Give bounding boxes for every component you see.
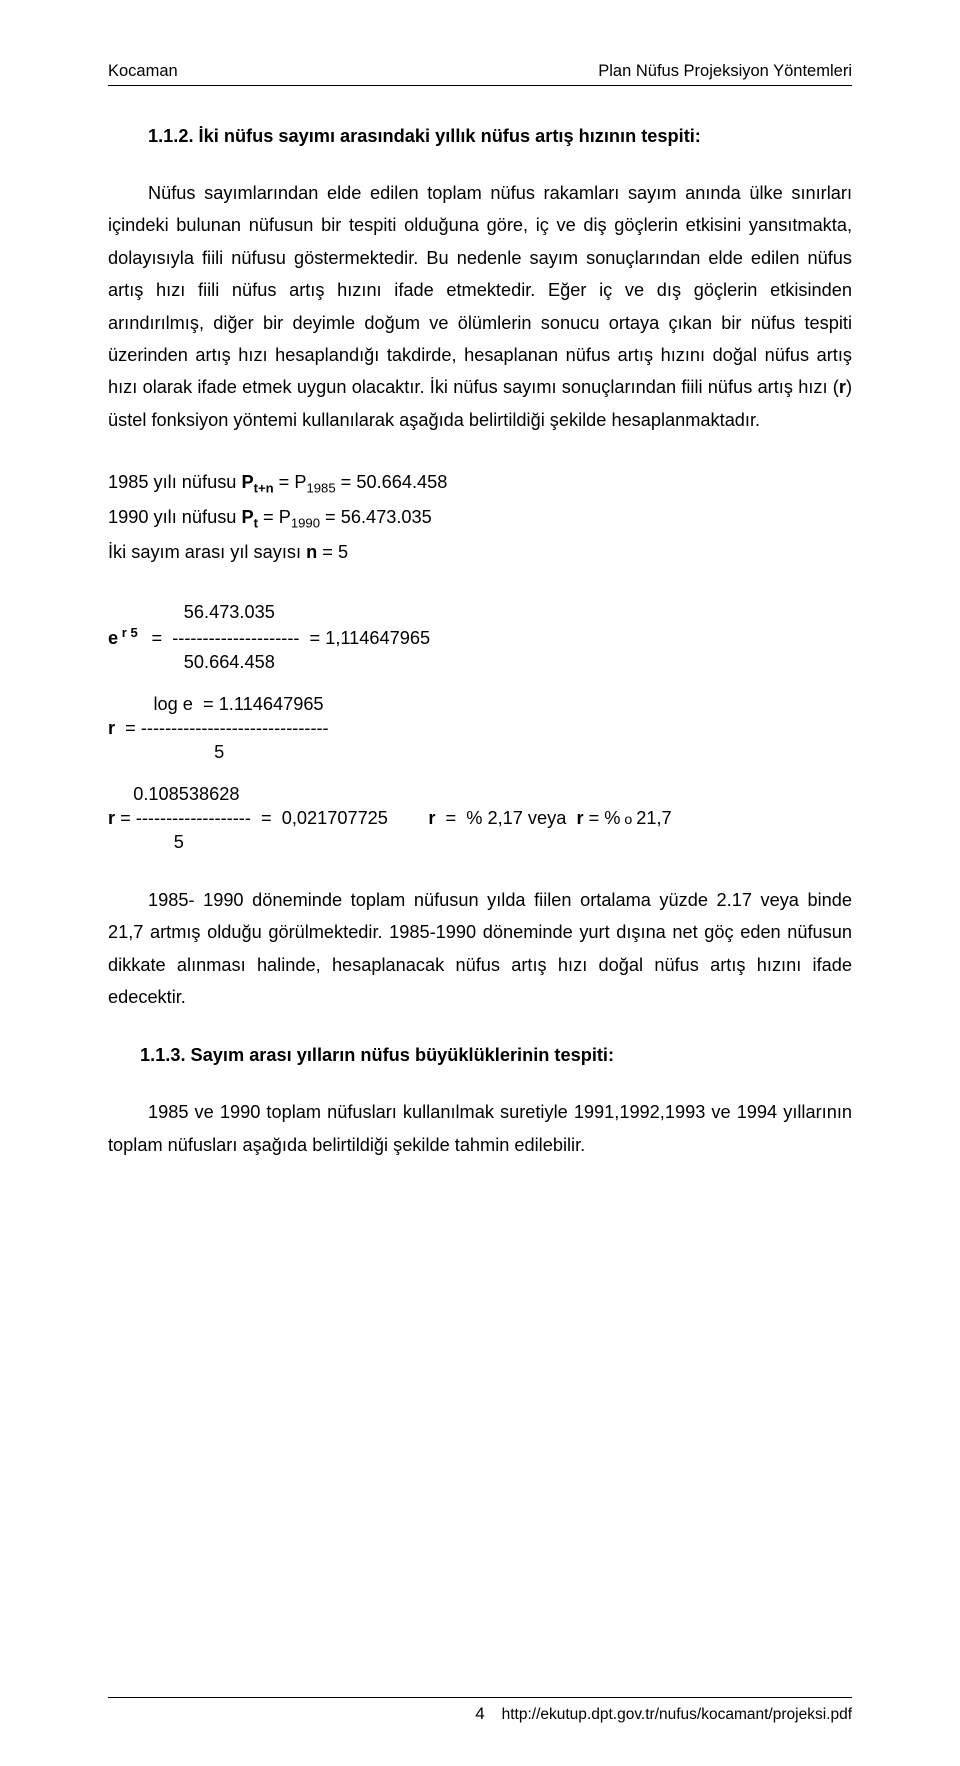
equation-r-final: 0.108538628 r = ------------------- = 0,… (108, 782, 852, 854)
def1-val: = 50.664.458 (336, 472, 448, 492)
section1-paragraph: Nüfus sayımlarından elde edilen toplam n… (108, 177, 852, 436)
def2-val: = 56.473.035 (320, 507, 432, 527)
eq3-numerator: 0.108538628 (108, 782, 852, 806)
def1-eq: = P (274, 472, 307, 492)
eq2-numerator: log e = 1.114647965 (108, 692, 852, 716)
def-line-1985: 1985 yılı nüfusu Pt+n = P1985 = 50.664.4… (108, 466, 852, 501)
def2-text: 1990 yılı nüfusu (108, 507, 241, 527)
equation-e-r5: 56.473.035 e r 5 = ---------------------… (108, 600, 852, 674)
def2-eq: = P (258, 507, 291, 527)
eq1-main: e r 5 = --------------------- = 1,114647… (108, 624, 852, 650)
eq3-mid2: = % 2,17 veya (435, 808, 576, 828)
para1-r: r (839, 377, 846, 397)
eq1-denominator: 50.664.458 (108, 650, 852, 674)
footer-rule (108, 1697, 852, 1698)
section-heading-1-1-3: 1.1.3. Sayım arası yılların nüfus büyükl… (108, 1045, 852, 1066)
def2-sym: P (241, 507, 253, 527)
footer-url: http://ekutup.dpt.gov.tr/nufus/kocamant/… (485, 1706, 852, 1724)
def-line-n: İki sayım arası yıl sayısı n = 5 (108, 536, 852, 570)
eq3-r3: r (576, 808, 583, 828)
eq1-e: e (108, 628, 118, 648)
para1-part1: Nüfus sayımlarından elde edilen toplam n… (108, 183, 852, 397)
definitions-block: 1985 yılı nüfusu Pt+n = P1985 = 50.664.4… (108, 466, 852, 569)
footer-page-number: 4 (475, 1704, 484, 1724)
def-line-1990: 1990 yılı nüfusu Pt = P1990 = 56.473.035 (108, 501, 852, 536)
eq1-numerator: 56.473.035 (108, 600, 852, 624)
flex-spacer (108, 1161, 852, 1687)
equation-log-e: log e = 1.114647965 r = ----------------… (108, 692, 852, 764)
page-footer: 4 http://ekutup.dpt.gov.tr/nufus/kocaman… (108, 1704, 852, 1724)
section2-paragraph: 1985 ve 1990 toplam nüfusları kullanılma… (108, 1096, 852, 1161)
eq1-rest: = --------------------- = 1,114647965 (141, 628, 430, 648)
eq3-mid1: = ------------------- = 0,021707725 (115, 808, 428, 828)
page-header: Kocaman Plan Nüfus Projeksiyon Yöntemler… (108, 62, 852, 81)
def2-sub2: 1990 (291, 516, 320, 531)
eq3-main: r = ------------------- = 0,021707725 r … (108, 806, 852, 830)
eq3-o: o (620, 812, 636, 828)
def3-sym: n (306, 542, 317, 562)
def1-text: 1985 yılı nüfusu (108, 472, 241, 492)
eq3-val: 21,7 (636, 808, 671, 828)
header-right: Plan Nüfus Projeksiyon Yöntemleri (598, 62, 852, 81)
eq2-main: r = ------------------------------- (108, 716, 852, 740)
header-left: Kocaman (108, 62, 178, 81)
def3-val: = 5 (317, 542, 348, 562)
eq2-denominator: 5 (108, 740, 852, 764)
eq1-exp: r 5 (118, 625, 141, 640)
def1-sub1: t+n (254, 481, 274, 496)
section-heading-1-1-2: 1.1.2. İki nüfus sayımı arasındaki yıllı… (108, 126, 852, 147)
eq3-pct: = % (584, 808, 621, 828)
interpretation-paragraph: 1985- 1990 döneminde toplam nüfusun yıld… (108, 884, 852, 1014)
def1-sub2: 1985 (306, 481, 335, 496)
def1-sym: P (241, 472, 253, 492)
eq3-denominator: 5 (108, 830, 852, 854)
header-rule (108, 85, 852, 86)
def3-text: İki sayım arası yıl sayısı (108, 542, 306, 562)
eq2-rest: = ------------------------------- (115, 718, 329, 738)
document-page: Kocaman Plan Nüfus Projeksiyon Yöntemler… (0, 0, 960, 1766)
